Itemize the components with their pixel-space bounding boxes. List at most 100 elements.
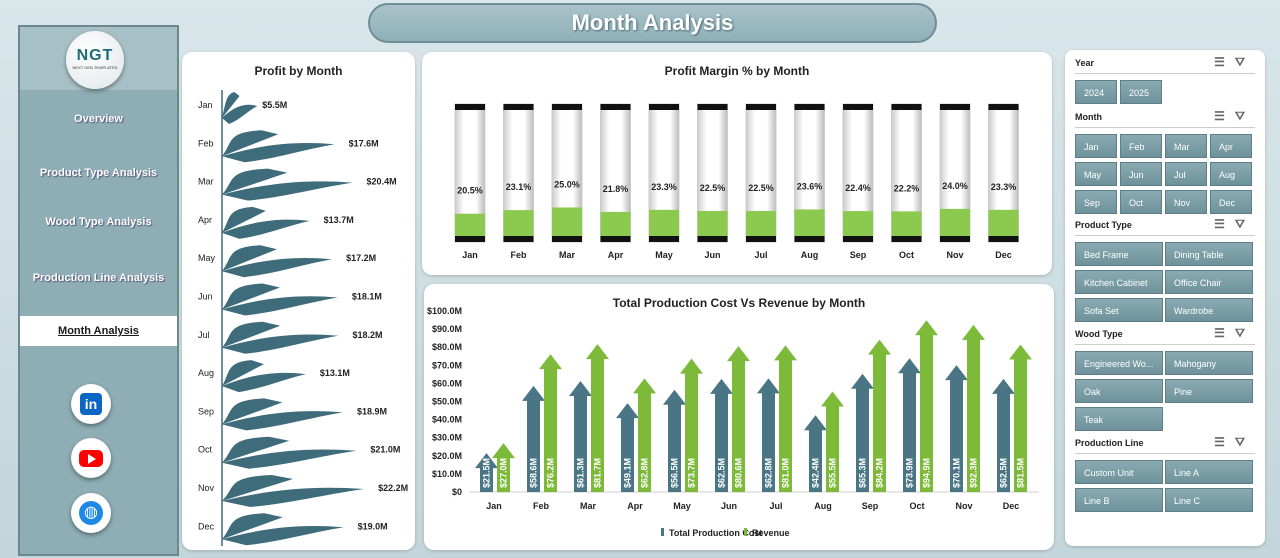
category-label: Jun — [704, 250, 720, 260]
slicer-item[interactable]: Engineered Wo... — [1075, 351, 1163, 375]
revenue-arrow — [967, 338, 980, 492]
slicer-item[interactable]: Dec — [1210, 190, 1252, 214]
data-label: $13.1M — [320, 368, 350, 378]
data-label: 23.6% — [797, 181, 823, 191]
slicer-item[interactable]: Line A — [1165, 460, 1253, 484]
slicer-item[interactable]: Feb — [1120, 134, 1162, 158]
data-label: $94.9M — [922, 458, 932, 488]
multi-select-icon[interactable]: ☰ — [1214, 55, 1235, 69]
nav-production-line-analysis[interactable]: Production Line Analysis — [32, 272, 165, 284]
multi-select-icon[interactable]: ☰ — [1214, 109, 1235, 123]
slicer-item[interactable]: Line B — [1075, 488, 1163, 512]
slicer-item[interactable]: Oct — [1120, 190, 1162, 214]
slicer-item[interactable]: Teak — [1075, 407, 1163, 431]
slicer-item[interactable]: Nov — [1165, 190, 1207, 214]
slicer-item[interactable]: Office Chair — [1165, 270, 1253, 294]
revenue-arrow — [591, 358, 604, 492]
slicer-title: Month — [1075, 112, 1102, 122]
slicer-item[interactable]: Sofa Set — [1075, 298, 1163, 322]
slicer-item[interactable]: Jun — [1120, 162, 1162, 186]
slicer-item[interactable]: Jul — [1165, 162, 1207, 186]
legend-label: Total Production Cost — [669, 528, 762, 538]
slicer-item[interactable]: Sep — [1075, 190, 1117, 214]
slicer-item[interactable]: Jan — [1075, 134, 1117, 158]
slicer-item[interactable]: Bed Frame — [1075, 242, 1163, 266]
data-label: $80.6M — [734, 458, 744, 488]
profit-bar — [222, 168, 353, 201]
data-label: $13.7M — [324, 215, 354, 225]
multi-select-icon[interactable]: ☰ — [1214, 217, 1235, 231]
nav-month-analysis[interactable]: Month Analysis — [20, 316, 177, 346]
cylinder-base — [843, 236, 873, 242]
nav-wood-type-analysis[interactable]: Wood Type Analysis — [45, 216, 152, 228]
category-label: Mar — [198, 177, 214, 187]
arrow-head — [821, 391, 844, 407]
slicer-item[interactable]: Dining Table — [1165, 242, 1253, 266]
revenue-arrow — [685, 372, 698, 492]
data-label: $56.5M — [670, 458, 680, 488]
slicer-title: Year — [1075, 58, 1095, 68]
data-label: $17.6M — [349, 138, 379, 148]
cost-arrow — [762, 392, 775, 492]
category-label: Dec — [995, 250, 1012, 260]
slicer-item[interactable]: May — [1075, 162, 1117, 186]
clear-filter-icon[interactable]: ⛛ — [1234, 326, 1255, 340]
slicer-item[interactable]: Apr — [1210, 134, 1252, 158]
slicer-item[interactable]: Oak — [1075, 379, 1163, 403]
sidebar: NGT NEXT GEN TEMPLATES Overview Product T… — [18, 25, 179, 556]
slicer-header-month: Month ☰⛛ — [1075, 109, 1255, 128]
arrow-head — [962, 324, 985, 340]
slicer-header-production-line: Production Line ☰⛛ — [1075, 435, 1255, 454]
slicer-item[interactable]: Line C — [1165, 488, 1253, 512]
nav-overview[interactable]: Overview — [74, 113, 123, 125]
profit-by-month-chart: Jan $5.5M Feb $17.6M Mar $20.4M Apr $13.7M May $1… — [198, 90, 408, 546]
category-label: May — [198, 253, 216, 263]
data-label: $17.2M — [346, 253, 376, 263]
revenue-arrow — [826, 405, 839, 492]
slicer-item[interactable]: Mar — [1165, 134, 1207, 158]
cost-arrow — [950, 379, 963, 492]
arrow-head — [680, 358, 703, 374]
youtube-icon[interactable] — [71, 438, 111, 478]
nav-product-type-analysis[interactable]: Product Type Analysis — [39, 167, 158, 179]
legend-label: Revenue — [752, 528, 790, 538]
slicer-panel: Year ☰⛛ 2024 2025 Month ☰⛛ Jan Feb Mar Apr May Jun J… — [1065, 50, 1265, 546]
slicer-item[interactable]: Pine — [1165, 379, 1253, 403]
category-label: Apr — [627, 501, 643, 511]
data-label: $55.5M — [828, 458, 838, 488]
slicer-item[interactable]: 2024 — [1075, 80, 1117, 104]
cylinder-base — [649, 236, 679, 242]
linkedin-icon[interactable]: in — [71, 384, 111, 424]
data-label: $61.3M — [576, 458, 586, 488]
category-label: Jun — [721, 501, 737, 511]
slicer-item[interactable]: Wardrobe — [1165, 298, 1253, 322]
arrow-head — [851, 373, 874, 389]
slicer-item[interactable]: Custom Unit — [1075, 460, 1163, 484]
cylinder-base — [552, 236, 582, 242]
slicer-header-product-type: Product Type ☰⛛ — [1075, 217, 1255, 236]
clear-filter-icon[interactable]: ⛛ — [1234, 55, 1255, 69]
profit-margin-card: Profit Margin % by Month 20.5% Jan 23.1% Fe… — [422, 52, 1052, 275]
slicer-item[interactable]: Aug — [1210, 162, 1252, 186]
arrow-head — [727, 346, 750, 362]
profit-bar — [222, 283, 338, 316]
clear-filter-icon[interactable]: ⛛ — [1234, 217, 1255, 231]
cylinder-cap — [891, 104, 922, 110]
cylinder-cap — [940, 104, 970, 110]
clear-filter-icon[interactable]: ⛛ — [1234, 109, 1255, 123]
slicer-title: Wood Type — [1075, 329, 1123, 339]
clear-filter-icon[interactable]: ⛛ — [1234, 435, 1255, 449]
slicer-item[interactable]: 2025 — [1120, 80, 1162, 104]
slicer-item[interactable]: Mahogany — [1165, 351, 1253, 375]
category-label: Aug — [801, 250, 819, 260]
multi-select-icon[interactable]: ☰ — [1214, 435, 1235, 449]
globe-icon[interactable]: ◍ — [71, 493, 111, 533]
cylinder-cap — [843, 104, 873, 110]
slicer-item[interactable]: Kitchen Cabinet — [1075, 270, 1163, 294]
data-label: $18.1M — [352, 292, 382, 302]
category-label: Oct — [899, 250, 914, 260]
data-label: $62.5M — [999, 458, 1009, 488]
data-label: $62.8M — [764, 458, 774, 488]
multi-select-icon[interactable]: ☰ — [1214, 326, 1235, 340]
cylinder-cap — [794, 104, 825, 110]
